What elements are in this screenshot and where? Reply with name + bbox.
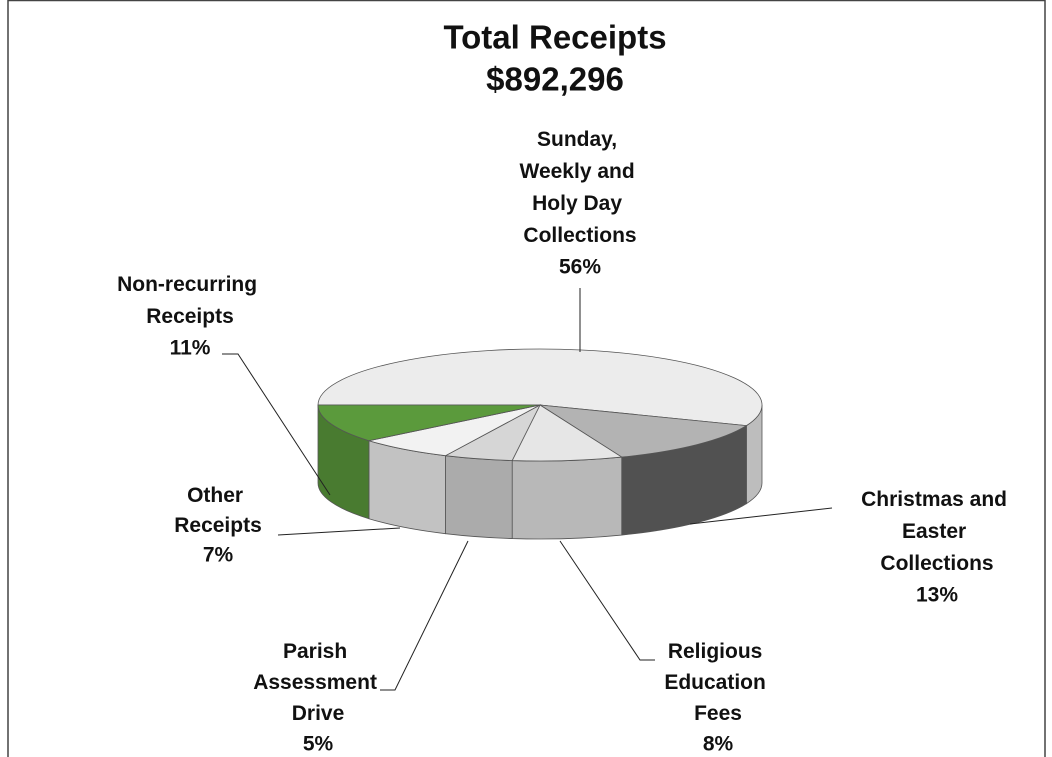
slice-label: Sunday, Weekly and Holy Day Collections xyxy=(520,128,641,247)
label-line: Sunday, xyxy=(537,128,623,151)
label-line: Other xyxy=(187,484,249,507)
slice-side xyxy=(511,456,623,540)
slice-label: Parish Assessment Drive xyxy=(253,640,383,725)
pie-tops xyxy=(317,348,763,462)
label-line: Collections xyxy=(880,552,993,575)
label-line: Receipts xyxy=(146,305,234,328)
leader-line xyxy=(222,353,331,496)
value-label: 8% xyxy=(703,733,734,756)
chart-subtitle: $892,296 xyxy=(486,61,624,98)
frame xyxy=(7,0,1046,757)
slice xyxy=(539,404,748,458)
label-line: Religious xyxy=(668,640,768,663)
label-line: Easter xyxy=(902,520,972,543)
slice-side xyxy=(445,455,513,539)
label-line: Christmas and xyxy=(861,488,1013,511)
label-line: Weekly and xyxy=(520,160,641,183)
slice-label: Non-recurring Receipts xyxy=(117,273,263,328)
chart-title: Total Receipts xyxy=(443,19,666,56)
leader-line xyxy=(277,527,401,536)
label-line: Parish xyxy=(283,640,353,663)
leader-line xyxy=(380,540,469,691)
value-label: 11% xyxy=(170,337,211,360)
slice xyxy=(511,404,623,462)
slice xyxy=(317,404,541,442)
label-line: Fees xyxy=(694,702,742,725)
value-label: 5% xyxy=(303,733,334,756)
label-line: Education xyxy=(664,671,771,694)
value-label: 56% xyxy=(559,256,601,279)
label-line: Assessment xyxy=(253,671,383,694)
slice-side xyxy=(368,440,446,535)
value-label: 13% xyxy=(916,584,958,607)
label-line: Drive xyxy=(292,702,345,725)
value-label: 7% xyxy=(203,544,234,567)
slice-label: Religious Education Fees xyxy=(664,640,771,725)
leader-line xyxy=(559,540,655,661)
slice-label: Other Receipts xyxy=(174,484,262,537)
slice-label: Christmas and Easter Collections xyxy=(861,488,1013,575)
slice xyxy=(317,348,763,427)
leader-line xyxy=(689,507,833,525)
label-line: Holy Day xyxy=(532,192,628,215)
label-line: Non-recurring xyxy=(117,273,263,296)
label-line: Collections xyxy=(523,224,636,247)
label-line: Receipts xyxy=(174,514,262,537)
